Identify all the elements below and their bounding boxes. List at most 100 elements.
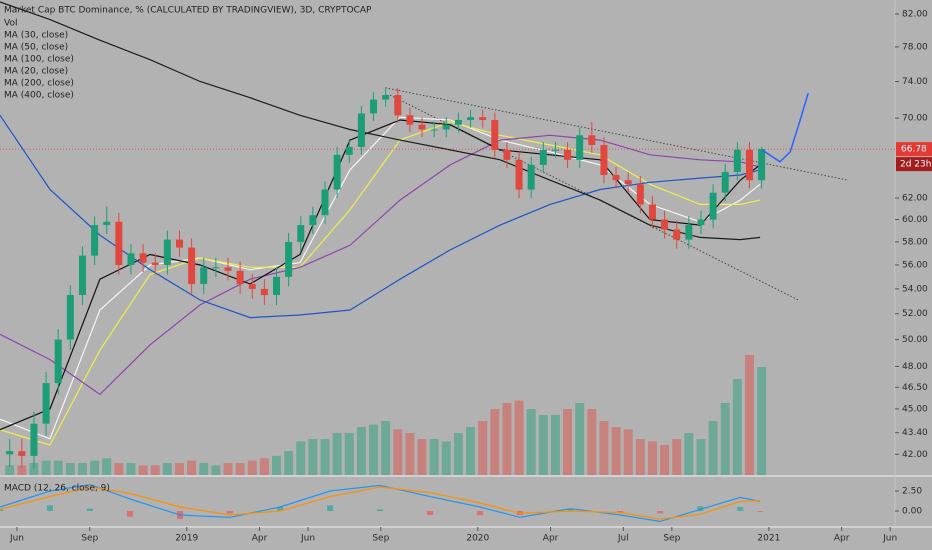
legend-entry: MA (200, close) [4,79,74,89]
candle-body [661,219,669,230]
volume-bar [320,439,330,475]
volume-bar [575,403,585,475]
volume-bar [696,439,706,475]
histogram-bar [427,511,434,515]
x-tick-label: Sep [372,534,389,544]
legend-entry: MA (50, close) [4,43,68,53]
candle-body [648,204,656,220]
volume-bar [514,400,524,475]
volume-bar [478,421,488,475]
macd-line [0,483,761,523]
x-tick-label: Jul [617,534,629,544]
volume-bar [611,427,621,475]
candle-body [758,149,766,181]
candle-body [260,288,268,296]
last-price-label: 66.78 [901,145,927,155]
volume-bar [126,463,136,475]
volume-bar [381,421,391,475]
y-tick-label: 70.00 [902,114,928,124]
y-tick-label: 78.00 [902,42,928,52]
candle-body [430,129,438,131]
candle-body [576,135,584,160]
candle-body [709,192,717,220]
volume-bar [187,460,197,475]
volume-bar [223,463,233,475]
candle-body [551,149,559,151]
volume-bar [102,458,112,475]
volume-bar [453,433,463,475]
histogram-bar [0,508,3,511]
x-tick-label: 2019 [175,534,198,544]
candle-body [333,154,341,190]
volume-bar [199,463,209,475]
candle-body [212,267,220,269]
candle-body [685,225,693,240]
x-tick-label: Apr [834,534,850,544]
candle-body [454,119,462,125]
volume-bar [490,409,500,475]
candle-body [697,219,705,226]
moving-average [0,116,761,440]
volume-bar [441,441,451,475]
volume-bar [599,421,609,475]
volume-bar [332,433,342,475]
volume-bar [272,455,282,475]
macd-pane [0,483,764,523]
histogram-bar [127,511,134,517]
volume-bar [356,427,366,475]
volume-bar [623,429,633,475]
histogram-bar [327,505,334,511]
histogram-bar [226,511,233,514]
candle-body [78,255,86,296]
y-tick-label: 42.00 [902,450,928,460]
volume-bar [259,458,269,475]
candle-body [127,253,135,265]
legend-entry: MA (20, close) [4,67,68,77]
candle-body [357,113,365,147]
price-pane [0,1,895,475]
volume-bar [77,463,87,475]
candle-body [612,175,620,181]
volume-bar [526,409,536,475]
volume-bar [344,433,354,475]
volume-bar [744,355,754,475]
histogram-bar [737,507,744,511]
candle-body [564,149,572,160]
candle-body [151,262,159,265]
volume-bar [114,463,124,475]
volume-bar [150,465,160,475]
volume-bar [672,439,682,475]
candle-body [588,135,596,145]
volume-bar [308,439,318,475]
x-tick-label: Sep [663,534,680,544]
moving-average [0,134,761,396]
volume-bar [635,439,645,475]
candle-body [442,124,450,130]
y-tick-label: 0.00 [902,507,922,517]
histogram-bar [377,509,384,511]
histogram-bar [277,507,284,511]
y-tick-label: 54.00 [902,284,928,294]
x-tick-label: Apr [252,534,268,544]
y-tick-label: 43.40 [902,428,928,438]
candle-body [515,159,523,190]
candle-body [745,149,753,181]
volume-bar [466,427,476,475]
candle-body [382,95,390,100]
volume-bar [684,433,694,475]
candle-body [345,146,353,155]
y-tick-label: 82.00 [902,9,928,19]
candle-body [624,180,632,185]
volume-bar [429,439,439,475]
macd-line [0,486,761,520]
candle-body [91,225,99,256]
projection-line [761,92,809,163]
candle-body [721,171,729,193]
candle-body [18,451,26,456]
candle-body [188,247,196,285]
y-tick-label: 46.50 [902,383,928,393]
candle-body [115,221,123,265]
volume-bar [65,463,75,475]
candle-body [103,221,111,226]
